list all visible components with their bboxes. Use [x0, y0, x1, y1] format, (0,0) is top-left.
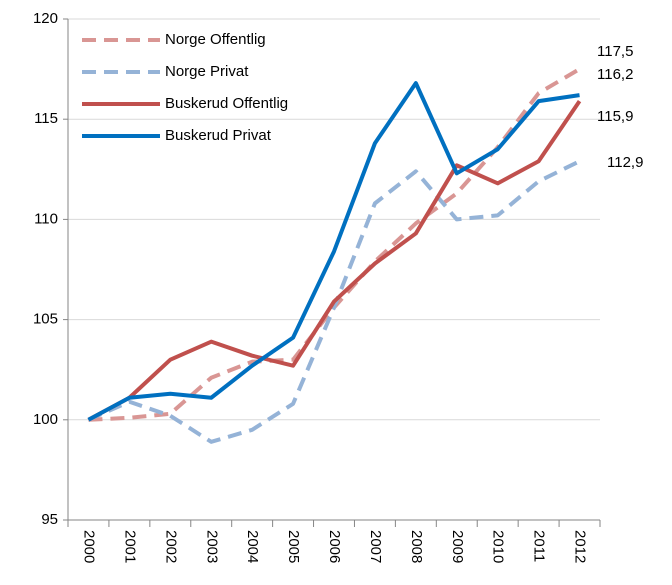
y-tick-label: 120	[33, 10, 58, 27]
legend-label: Buskerud Offentlig	[165, 95, 288, 112]
value-label: 117,5	[597, 43, 633, 60]
x-tick-label: 2008	[408, 530, 425, 563]
legend-label: Norge Offentlig	[165, 31, 266, 48]
line-series	[87, 100, 582, 422]
x-tick-label: 2012	[572, 530, 589, 563]
line-series	[87, 159, 581, 444]
y-tick-label: 100	[33, 411, 58, 428]
y-tick-label: 95	[41, 511, 58, 528]
x-tick-label: 2000	[80, 530, 97, 563]
x-tick-label: 2011	[531, 530, 548, 562]
value-label: 116,2	[597, 66, 633, 83]
x-tick-label: 2007	[367, 530, 384, 563]
legend-label: Norge Privat	[165, 63, 249, 80]
y-tick-label: 105	[33, 311, 58, 328]
x-tick-label: 2004	[244, 530, 261, 563]
x-tick-label: 2005	[285, 530, 302, 563]
x-tick-label: 2010	[490, 530, 507, 563]
y-tick-label: 110	[34, 210, 58, 227]
line-series	[87, 81, 580, 422]
value-label: 115,9	[597, 108, 633, 125]
value-label: 112,9	[607, 154, 643, 171]
x-tick-label: 2003	[203, 530, 220, 563]
legend-label: Buskerud Privat	[165, 127, 272, 144]
x-tick-label: 2009	[449, 530, 466, 563]
y-tick-label: 115	[34, 110, 58, 127]
x-tick-label: 2006	[326, 530, 343, 563]
x-tick-label: 2002	[162, 530, 179, 563]
x-tick-label: 2001	[121, 530, 138, 563]
